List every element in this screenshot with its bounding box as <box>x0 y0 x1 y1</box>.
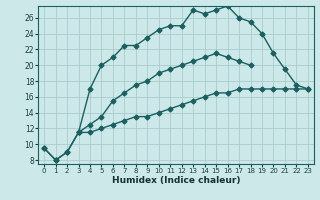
X-axis label: Humidex (Indice chaleur): Humidex (Indice chaleur) <box>112 176 240 185</box>
